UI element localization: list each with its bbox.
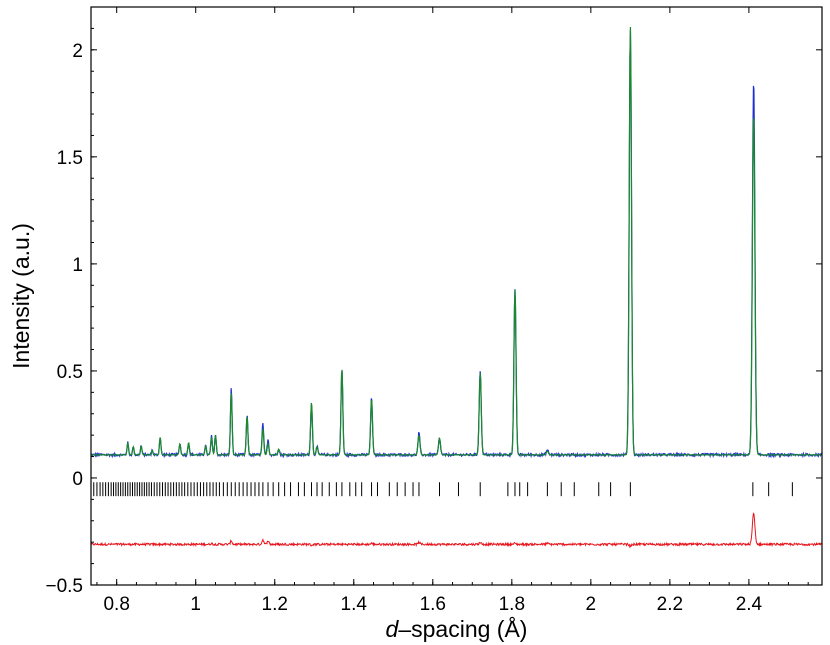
x-tick-label: 1.2 bbox=[262, 594, 288, 615]
x-axis-label-text: –spacing (Å) bbox=[398, 615, 527, 642]
x-tick-label: 1.6 bbox=[420, 594, 446, 615]
x-axis-label: d–spacing (Å) bbox=[386, 615, 528, 642]
x-axis: 0.8 1 1.2 1.4 1.6 1.8 2 2.2 2.4 bbox=[96, 7, 809, 615]
y-tick-label: 0 bbox=[72, 469, 83, 490]
difference-curve bbox=[91, 512, 822, 549]
x-tick-label: 1.4 bbox=[341, 594, 368, 615]
y-tick-label: 1.5 bbox=[57, 148, 83, 169]
x-tick-label: 2 bbox=[586, 594, 597, 615]
y-axis: −0.5 0 0.5 1 1.5 2 bbox=[45, 27, 822, 597]
plot-frame bbox=[90, 6, 823, 586]
reflection-tick-marks bbox=[93, 482, 793, 497]
y-tick-label: 0.5 bbox=[57, 362, 83, 383]
y-tick-label: −0.5 bbox=[45, 576, 83, 597]
calculated-curve bbox=[91, 27, 822, 456]
x-tick-label: 0.8 bbox=[103, 594, 129, 615]
x-tick-label: 2.2 bbox=[657, 594, 683, 615]
x-axis-label-italic: d bbox=[386, 616, 400, 642]
x-tick-label: 1.8 bbox=[499, 594, 525, 615]
plot-area bbox=[91, 27, 822, 549]
x-tick-label: 1 bbox=[190, 594, 201, 615]
observed-curve bbox=[91, 30, 822, 459]
y-tick-label: 1 bbox=[72, 255, 83, 276]
y-tick-label: 2 bbox=[72, 41, 83, 62]
x-tick-label: 2.4 bbox=[736, 594, 763, 615]
y-axis-label: Intensity (a.u.) bbox=[8, 223, 34, 369]
